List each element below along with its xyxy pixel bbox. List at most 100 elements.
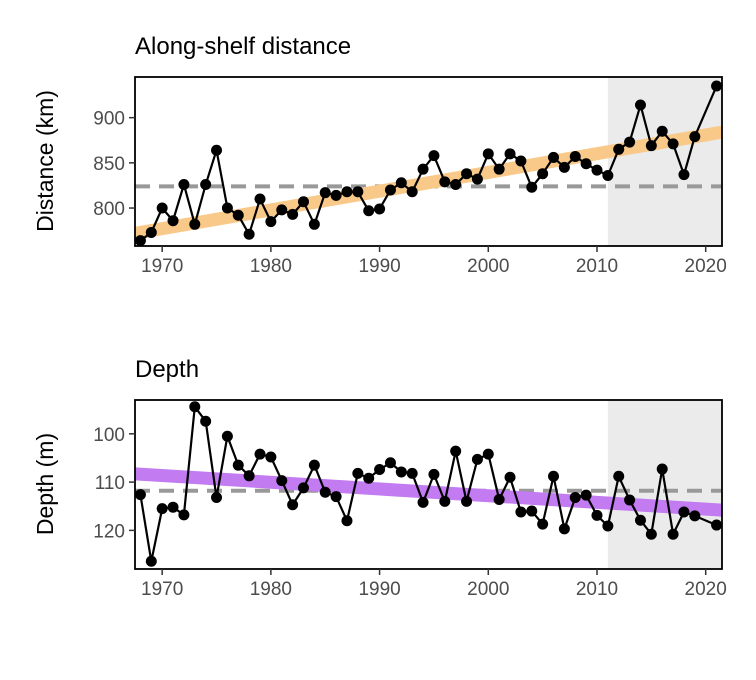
- data-point: [189, 218, 201, 230]
- data-point: [167, 501, 179, 513]
- data-point: [297, 196, 309, 208]
- data-point: [265, 451, 277, 463]
- data-point: [287, 208, 299, 220]
- data-point: [667, 138, 679, 150]
- y-tick-label: 900: [93, 109, 125, 130]
- plot-inner: [135, 400, 722, 569]
- x-tick-label: 1990: [358, 256, 400, 277]
- data-point: [308, 459, 320, 471]
- data-point: [319, 187, 331, 199]
- y-tick-label: 100: [93, 425, 125, 446]
- data-point: [645, 528, 657, 540]
- data-point: [580, 158, 592, 170]
- data-point: [341, 186, 353, 198]
- data-point: [634, 99, 646, 111]
- data-point: [352, 467, 364, 479]
- data-point: [493, 493, 505, 505]
- shaded-period: [607, 77, 722, 246]
- data-point: [526, 505, 538, 517]
- x-tick-label: 1980: [250, 256, 292, 277]
- data-point: [667, 528, 679, 540]
- data-point: [537, 518, 549, 530]
- data-point: [537, 168, 549, 180]
- data-point: [613, 143, 625, 155]
- data-point: [232, 459, 244, 471]
- data-point: [439, 176, 451, 188]
- data-point: [243, 470, 255, 482]
- data-point: [145, 226, 157, 238]
- x-tick-label: 2000: [467, 579, 509, 600]
- data-point: [656, 463, 668, 475]
- distance-plot-area: 1970 1980 1990 2000 2010 2020 800 850 900: [93, 76, 727, 277]
- data-point: [352, 186, 364, 198]
- y-tick-label: 800: [93, 199, 125, 220]
- data-point: [341, 515, 353, 527]
- data-point: [689, 510, 701, 522]
- y-tick-label: 110: [95, 473, 125, 494]
- x-tick-label: 1990: [358, 579, 400, 600]
- data-point: [461, 168, 473, 180]
- data-point: [526, 181, 538, 193]
- x-tick-label: 1970: [141, 256, 183, 277]
- data-point: [178, 179, 190, 191]
- data-point: [363, 205, 375, 217]
- data-point: [265, 216, 277, 228]
- data-point: [678, 506, 690, 518]
- data-point: [211, 492, 223, 504]
- x-tick-label: 2020: [685, 256, 727, 277]
- data-point: [558, 161, 570, 173]
- data-point: [613, 470, 625, 482]
- data-point: [602, 170, 614, 182]
- data-point: [471, 173, 483, 185]
- data-point: [711, 80, 722, 92]
- data-point: [624, 136, 636, 148]
- distance-panel-title: Along-shelf distance: [135, 33, 351, 60]
- data-point: [211, 144, 223, 156]
- data-point: [417, 496, 429, 508]
- depth-panel: Depth Depth (m) 1970 1980 1990 2000 2010 2020…: [32, 356, 727, 600]
- data-point: [450, 179, 462, 191]
- data-point: [689, 131, 701, 143]
- depth-panel-title: Depth: [135, 356, 199, 383]
- y-tick-label: 850: [93, 154, 125, 175]
- data-point: [200, 415, 212, 427]
- data-point: [221, 430, 233, 442]
- data-point: [395, 177, 407, 189]
- x-tick-label: 2020: [685, 579, 727, 600]
- data-point: [156, 503, 168, 515]
- data-point: [656, 125, 668, 137]
- data-point: [624, 494, 636, 506]
- depth-plot-area: 1970 1980 1990 2000 2010 2020 100 110 120: [93, 399, 727, 600]
- data-point: [558, 523, 570, 535]
- data-point: [569, 492, 581, 504]
- x-tick-label: 1970: [141, 579, 183, 600]
- data-point: [135, 235, 146, 246]
- data-point: [591, 164, 603, 176]
- trend-line: [135, 467, 722, 517]
- data-point: [145, 555, 157, 567]
- data-point: [504, 148, 516, 160]
- x-tick-label: 2010: [576, 579, 618, 600]
- data-point: [330, 491, 342, 503]
- data-point: [548, 151, 560, 163]
- data-point: [515, 506, 527, 518]
- data-point: [200, 179, 212, 191]
- data-point: [276, 204, 288, 216]
- panel-border: [134, 399, 723, 570]
- y-tick-label: 120: [93, 521, 125, 542]
- data-point: [515, 155, 527, 167]
- depth-y-axis-label: Depth (m): [32, 433, 58, 535]
- data-point: [276, 475, 288, 487]
- data-point: [178, 509, 190, 521]
- data-point: [482, 148, 494, 160]
- data-point: [384, 457, 396, 469]
- data-point: [428, 468, 440, 480]
- x-tick-label: 1980: [250, 579, 292, 600]
- data-point: [439, 495, 451, 507]
- data-point: [548, 470, 560, 482]
- x-tick-label: 2000: [467, 256, 509, 277]
- data-point: [297, 482, 309, 494]
- data-point: [254, 448, 266, 460]
- data-point: [602, 520, 614, 532]
